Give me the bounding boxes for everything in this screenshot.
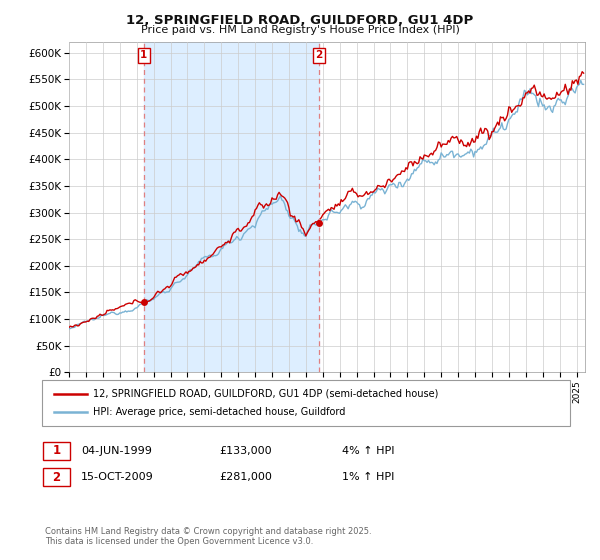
Text: £281,000: £281,000 [219, 472, 272, 482]
Text: Price paid vs. HM Land Registry's House Price Index (HPI): Price paid vs. HM Land Registry's House … [140, 25, 460, 35]
Text: 1% ↑ HPI: 1% ↑ HPI [342, 472, 394, 482]
Text: 12, SPRINGFIELD ROAD, GUILDFORD, GU1 4DP: 12, SPRINGFIELD ROAD, GUILDFORD, GU1 4DP [127, 14, 473, 27]
Text: 04-JUN-1999: 04-JUN-1999 [81, 446, 152, 456]
Text: 2: 2 [52, 470, 61, 484]
Bar [144, 42, 319, 372]
Text: £133,000: £133,000 [219, 446, 272, 456]
Text: 4% ↑ HPI: 4% ↑ HPI [342, 446, 395, 456]
Text: 2: 2 [316, 50, 323, 60]
Text: 1: 1 [140, 50, 148, 60]
Text: HPI: Average price, semi-detached house, Guildford: HPI: Average price, semi-detached house,… [93, 407, 346, 417]
Text: 15-OCT-2009: 15-OCT-2009 [81, 472, 154, 482]
Text: 1: 1 [52, 444, 61, 458]
Text: 12, SPRINGFIELD ROAD, GUILDFORD, GU1 4DP (semi-detached house): 12, SPRINGFIELD ROAD, GUILDFORD, GU1 4DP… [93, 389, 439, 399]
Text: Contains HM Land Registry data © Crown copyright and database right 2025.
This d: Contains HM Land Registry data © Crown c… [45, 526, 371, 546]
